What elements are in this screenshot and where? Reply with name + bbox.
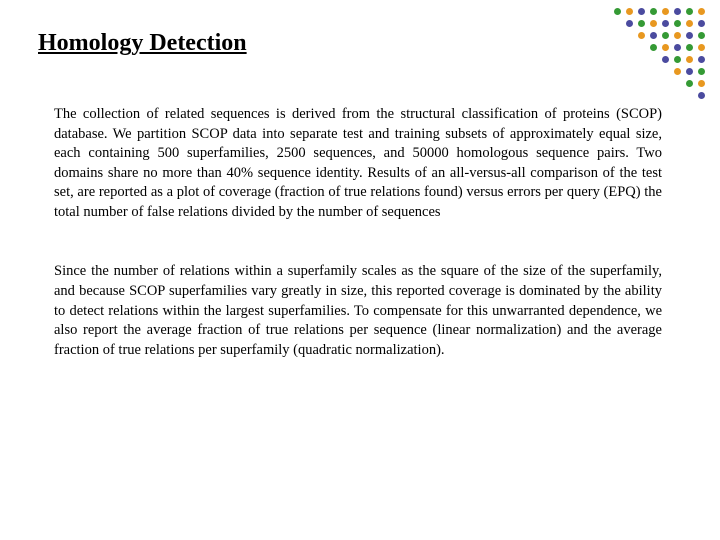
decoration-dot <box>662 56 669 63</box>
decoration-dot <box>662 8 669 15</box>
decoration-dot <box>674 32 681 39</box>
decoration-dot <box>662 32 669 39</box>
slide-container: Homology Detection The collection of rel… <box>0 0 720 540</box>
decoration-dot <box>614 8 621 15</box>
decoration-dot <box>698 56 705 63</box>
decoration-dot <box>698 68 705 75</box>
decoration-dot <box>698 32 705 39</box>
decoration-dot <box>674 68 681 75</box>
decoration-dot <box>650 32 657 39</box>
decoration-dot <box>626 20 633 27</box>
decoration-dot <box>674 56 681 63</box>
decoration-dot <box>698 8 705 15</box>
decoration-dot <box>686 80 693 87</box>
decoration-dot <box>686 68 693 75</box>
decoration-dot <box>698 44 705 51</box>
decoration-dot <box>638 32 645 39</box>
paragraph-2: Since the number of relations within a s… <box>54 262 662 360</box>
decoration-dot <box>650 44 657 51</box>
decoration-dot <box>674 44 681 51</box>
decoration-dot <box>626 8 633 15</box>
decoration-dot <box>686 20 693 27</box>
decoration-dot <box>686 32 693 39</box>
decoration-dot <box>638 20 645 27</box>
decoration-dot <box>662 20 669 27</box>
decoration-dot <box>674 8 681 15</box>
decoration-dot <box>686 8 693 15</box>
decoration-dot <box>674 20 681 27</box>
decoration-dot <box>638 8 645 15</box>
decoration-dot <box>662 44 669 51</box>
decoration-dot <box>686 56 693 63</box>
decoration-dot <box>650 20 657 27</box>
corner-decoration <box>582 8 712 108</box>
decoration-dot <box>698 20 705 27</box>
paragraph-1: The collection of related sequences is d… <box>54 105 662 222</box>
slide-title: Homology Detection <box>38 30 670 57</box>
decoration-dot <box>698 92 705 99</box>
decoration-dot <box>698 80 705 87</box>
decoration-dot <box>686 44 693 51</box>
decoration-dot <box>650 8 657 15</box>
